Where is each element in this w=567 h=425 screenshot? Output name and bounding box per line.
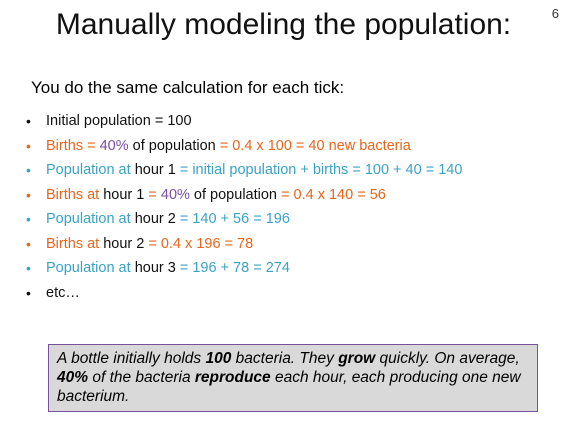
bullet-text-segment: of population — [128, 137, 220, 154]
bullet-text-segment: hour 2 — [103, 235, 145, 252]
emphasis-text: 100 — [205, 350, 232, 367]
emphasis-text: 40% — [57, 369, 89, 386]
bullet-text-segment: of population — [189, 186, 282, 203]
bullet-text-segment: 40% — [99, 137, 129, 154]
bullet-text-segment: = — [144, 186, 161, 203]
bullet-marker: • — [26, 260, 31, 276]
bullet-marker: • — [26, 137, 31, 154]
slide-subtitle: You do the same calculation for each tic… — [31, 78, 345, 97]
bullet-marker: • — [26, 284, 31, 301]
bullet-item: • Births at hour 2 = 0.4 x 196 = 78 — [22, 232, 542, 257]
emphasis-text: grow — [338, 350, 376, 367]
bullet-item: • Population at hour 3 = 196 + 78 = 274 — [22, 256, 542, 281]
bullet-text-segment: Population at — [46, 211, 135, 227]
bullet-text-segment: = 140 + 56 = 196 — [175, 211, 290, 227]
bullet-marker: • — [26, 113, 31, 129]
box-text: bacteria. They — [231, 350, 339, 367]
bullet-marker: • — [26, 162, 31, 178]
box-text: each hour, each producing one new bacter… — [57, 369, 521, 405]
box-text: quickly. On average, — [375, 350, 520, 367]
bullet-list: • Initial population = 100 • Births = 40% o… — [22, 109, 542, 305]
bullet-text-segment: Births = — [46, 137, 100, 154]
bullet-text-segment: hour 1 — [134, 162, 176, 178]
slide-number: 6 — [551, 6, 559, 21]
bullet-text-segment: Births at — [46, 186, 104, 203]
bullet-item: • etc… — [22, 281, 542, 306]
bullet-marker: • — [26, 186, 31, 203]
bullet-item: • Population at hour 2 = 140 + 56 = 196 — [22, 207, 542, 232]
bullet-marker: • — [26, 211, 31, 227]
bullet-marker: • — [26, 235, 31, 252]
bullet-text-segment: = initial population + births = 100 + 40… — [175, 162, 463, 178]
bullet-text-segment: = 0.4 x 100 = 40 new bacteria — [219, 137, 411, 154]
box-text: of the bacteria — [88, 369, 195, 386]
bullet-item: • Births = 40% of population = 0.4 x 100 … — [22, 134, 542, 159]
bullet-text-segment: hour 3 — [134, 260, 176, 276]
bullet-text-segment: Births at — [46, 235, 104, 252]
bullet-text-segment: Population at — [46, 260, 135, 276]
bullet-text-segment: = 0.4 x 140 = 56 — [281, 186, 386, 203]
bullet-text-segment: Initial population = 100 — [46, 113, 192, 129]
bullet-item: • Population at hour 1 = initial populati… — [22, 158, 542, 183]
box-text: A bottle initially holds — [57, 350, 206, 367]
bullet-item: • Initial population = 100 — [22, 109, 542, 134]
slide-title: Manually modeling the population: — [55, 8, 512, 41]
problem-statement-box: A bottle initially holds 100 bacteria. T… — [48, 344, 538, 412]
bullet-text-segment: 40% — [160, 186, 190, 203]
bullet-text-segment: = 0.4 x 196 = 78 — [144, 235, 254, 252]
bullet-text-segment: Population at — [46, 162, 135, 178]
bullet-text-segment: = 196 + 78 = 274 — [175, 260, 290, 276]
bullet-item: • Births at hour 1 = 40% of population = … — [22, 183, 542, 208]
emphasis-text: reproduce — [194, 369, 271, 386]
bullet-text-segment: hour 1 — [103, 186, 145, 203]
bullet-text-segment: etc… — [46, 284, 80, 301]
bullet-text-segment: hour 2 — [134, 211, 176, 227]
